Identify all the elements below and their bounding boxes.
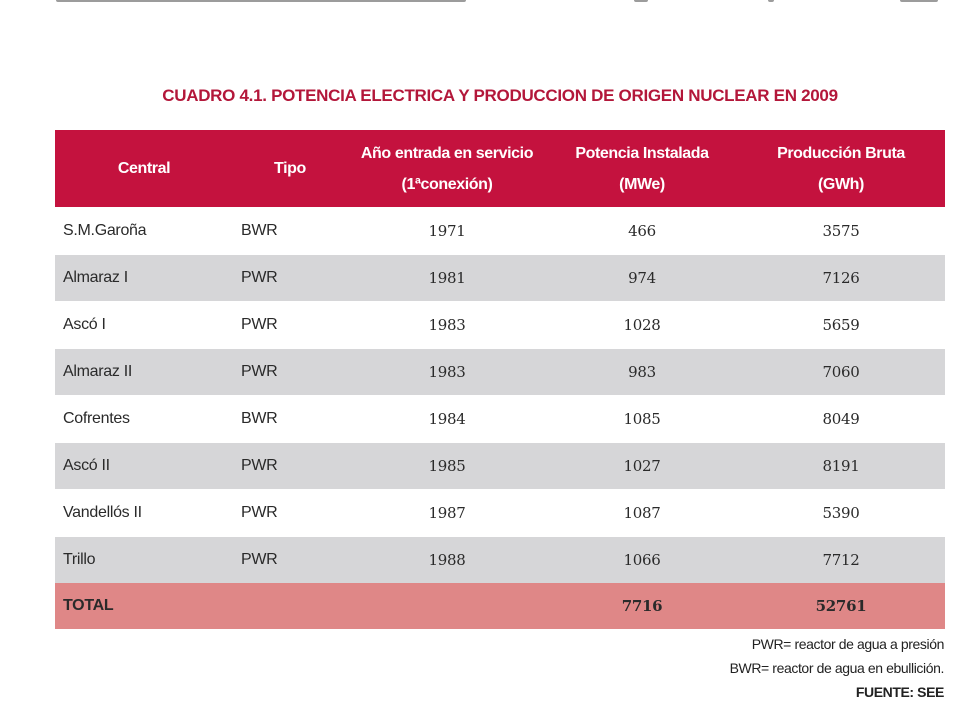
header-row: Central Tipo Año entrada en servicio (1ª… xyxy=(55,130,945,208)
table-row: Vandellós II PWR 1987 1087 5390 xyxy=(55,490,945,537)
cell-anio: 1981 xyxy=(347,255,547,302)
cell-tipo: BWR xyxy=(233,396,347,443)
header-produccion-line1: Producción Bruta xyxy=(777,145,905,162)
cell-produccion: 8191 xyxy=(737,443,945,490)
note-bwr: BWR= reactor de agua en ebullición. xyxy=(730,656,944,680)
note-source: FUENTE: SEE xyxy=(730,680,944,704)
header-potencia: Potencia Instalada (MWe) xyxy=(547,130,737,208)
cell-potencia: 1028 xyxy=(547,302,737,349)
cell-central: Cofrentes xyxy=(55,396,233,443)
cell-anio: 1984 xyxy=(347,396,547,443)
note-pwr: PWR= reactor de agua a presión xyxy=(730,632,944,656)
cell-central: Almaraz I xyxy=(55,255,233,302)
cell-tipo: PWR xyxy=(233,443,347,490)
cell-produccion: 7126 xyxy=(737,255,945,302)
cell-central: Vandellós II xyxy=(55,490,233,537)
header-tipo: Tipo xyxy=(233,130,347,208)
total-potencia: 7716 xyxy=(547,583,737,629)
table-notes: PWR= reactor de agua a presión BWR= reac… xyxy=(730,632,944,704)
cell-potencia: 974 xyxy=(547,255,737,302)
table-row: Almaraz II PWR 1983 983 7060 xyxy=(55,349,945,396)
cell-anio: 1985 xyxy=(347,443,547,490)
cell-central: Ascó I xyxy=(55,302,233,349)
cell-potencia: 1085 xyxy=(547,396,737,443)
cell-central: Almaraz II xyxy=(55,349,233,396)
table-header: Central Tipo Año entrada en servicio (1ª… xyxy=(55,130,945,208)
table-title: CUADRO 4.1. POTENCIA ELECTRICA Y PRODUCC… xyxy=(55,86,945,106)
cell-central: S.M.Garoña xyxy=(55,208,233,255)
total-empty-cell xyxy=(233,583,347,629)
cell-anio: 1983 xyxy=(347,302,547,349)
total-row: TOTAL 7716 52761 xyxy=(55,583,945,629)
header-produccion-line2: (GWh) xyxy=(818,176,864,193)
cell-anio: 1987 xyxy=(347,490,547,537)
table-row: Ascó II PWR 1985 1027 8191 xyxy=(55,443,945,490)
cell-potencia: 466 xyxy=(547,208,737,255)
cell-tipo: PWR xyxy=(233,302,347,349)
cell-tipo: BWR xyxy=(233,208,347,255)
table-body: S.M.Garoña BWR 1971 466 3575 Almaraz I P… xyxy=(55,208,945,584)
table-row: Trillo PWR 1988 1066 7712 xyxy=(55,537,945,584)
cell-central: Trillo xyxy=(55,537,233,584)
cell-anio: 1983 xyxy=(347,349,547,396)
cell-produccion: 5659 xyxy=(737,302,945,349)
cell-produccion: 7712 xyxy=(737,537,945,584)
cell-tipo: PWR xyxy=(233,490,347,537)
total-produccion: 52761 xyxy=(737,583,945,629)
cell-tipo: PWR xyxy=(233,349,347,396)
cell-produccion: 8049 xyxy=(737,396,945,443)
cell-produccion: 3575 xyxy=(737,208,945,255)
cell-tipo: PWR xyxy=(233,255,347,302)
cut-off-text-fragment xyxy=(768,0,778,6)
header-anio: Año entrada en servicio (1ªconexión) xyxy=(347,130,547,208)
nuclear-plants-table: Central Tipo Año entrada en servicio (1ª… xyxy=(55,130,945,629)
total-label: TOTAL xyxy=(55,583,233,629)
cell-anio: 1971 xyxy=(347,208,547,255)
table-footer: TOTAL 7716 52761 xyxy=(55,583,945,629)
header-anio-line2: (1ªconexión) xyxy=(402,176,493,193)
table-row: Almaraz I PWR 1981 974 7126 xyxy=(55,255,945,302)
cell-potencia: 1027 xyxy=(547,443,737,490)
cut-off-text-line xyxy=(0,0,960,6)
table-row: S.M.Garoña BWR 1971 466 3575 xyxy=(55,208,945,255)
cell-potencia: 983 xyxy=(547,349,737,396)
cell-tipo: PWR xyxy=(233,537,347,584)
header-produccion: Producción Bruta (GWh) xyxy=(737,130,945,208)
cut-off-text-fragment xyxy=(634,0,654,6)
cell-central: Ascó II xyxy=(55,443,233,490)
header-potencia-line1: Potencia Instalada xyxy=(575,145,708,162)
cut-off-text-fragment xyxy=(56,0,476,6)
cell-potencia: 1087 xyxy=(547,490,737,537)
cell-produccion: 7060 xyxy=(737,349,945,396)
table-row: Ascó I PWR 1983 1028 5659 xyxy=(55,302,945,349)
table-row: Cofrentes BWR 1984 1085 8049 xyxy=(55,396,945,443)
cell-anio: 1988 xyxy=(347,537,547,584)
header-potencia-line2: (MWe) xyxy=(619,176,665,193)
header-central: Central xyxy=(55,130,233,208)
cut-off-text-fragment xyxy=(900,0,940,6)
header-anio-line1: Año entrada en servicio xyxy=(361,145,533,162)
total-empty-cell xyxy=(347,583,547,629)
cell-potencia: 1066 xyxy=(547,537,737,584)
cell-produccion: 5390 xyxy=(737,490,945,537)
